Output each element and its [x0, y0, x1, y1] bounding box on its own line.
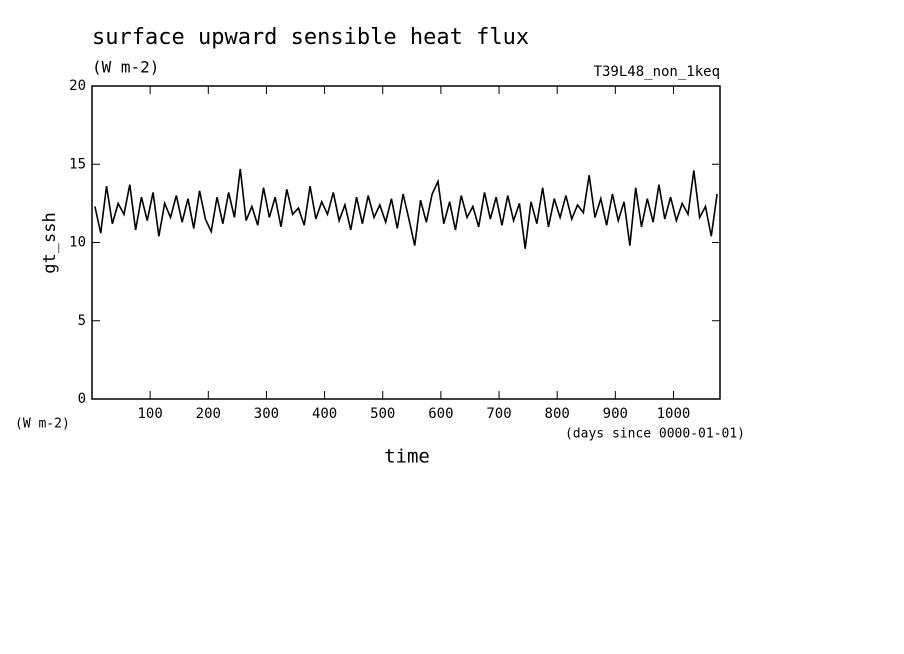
- x-tick-label: 100: [137, 406, 162, 422]
- experiment-label: T39L48_non_1keq: [594, 64, 720, 80]
- x-tick-label: 700: [486, 406, 511, 422]
- x-tick-label: 1000: [657, 406, 691, 422]
- x-tick-label: 500: [370, 406, 395, 422]
- x-tick-label: 300: [254, 406, 279, 422]
- y-tick-label: 10: [69, 235, 86, 251]
- x-tick-label: 400: [312, 406, 337, 422]
- y-tick-label: 0: [78, 391, 86, 407]
- y-tick-label: 15: [69, 156, 86, 172]
- chart-subtitle: (W m-2): [92, 58, 159, 77]
- chart-title: surface upward sensible heat flux: [92, 25, 529, 50]
- x-axis-label: time: [384, 446, 430, 468]
- x-tick-label: 900: [603, 406, 628, 422]
- x-tick-label: 200: [196, 406, 221, 422]
- y-unit-label: (W m-2): [15, 417, 70, 432]
- x-unit-label: (days since 0000-01-01): [565, 427, 745, 442]
- x-tick-label: 800: [545, 406, 570, 422]
- plot-frame: [91, 85, 721, 400]
- data-line: [94, 168, 718, 249]
- y-tick-label: 20: [69, 78, 86, 94]
- y-axis-label: gt_ssh: [40, 212, 60, 273]
- y-tick-label: 5: [78, 313, 86, 329]
- x-tick-label: 600: [428, 406, 453, 422]
